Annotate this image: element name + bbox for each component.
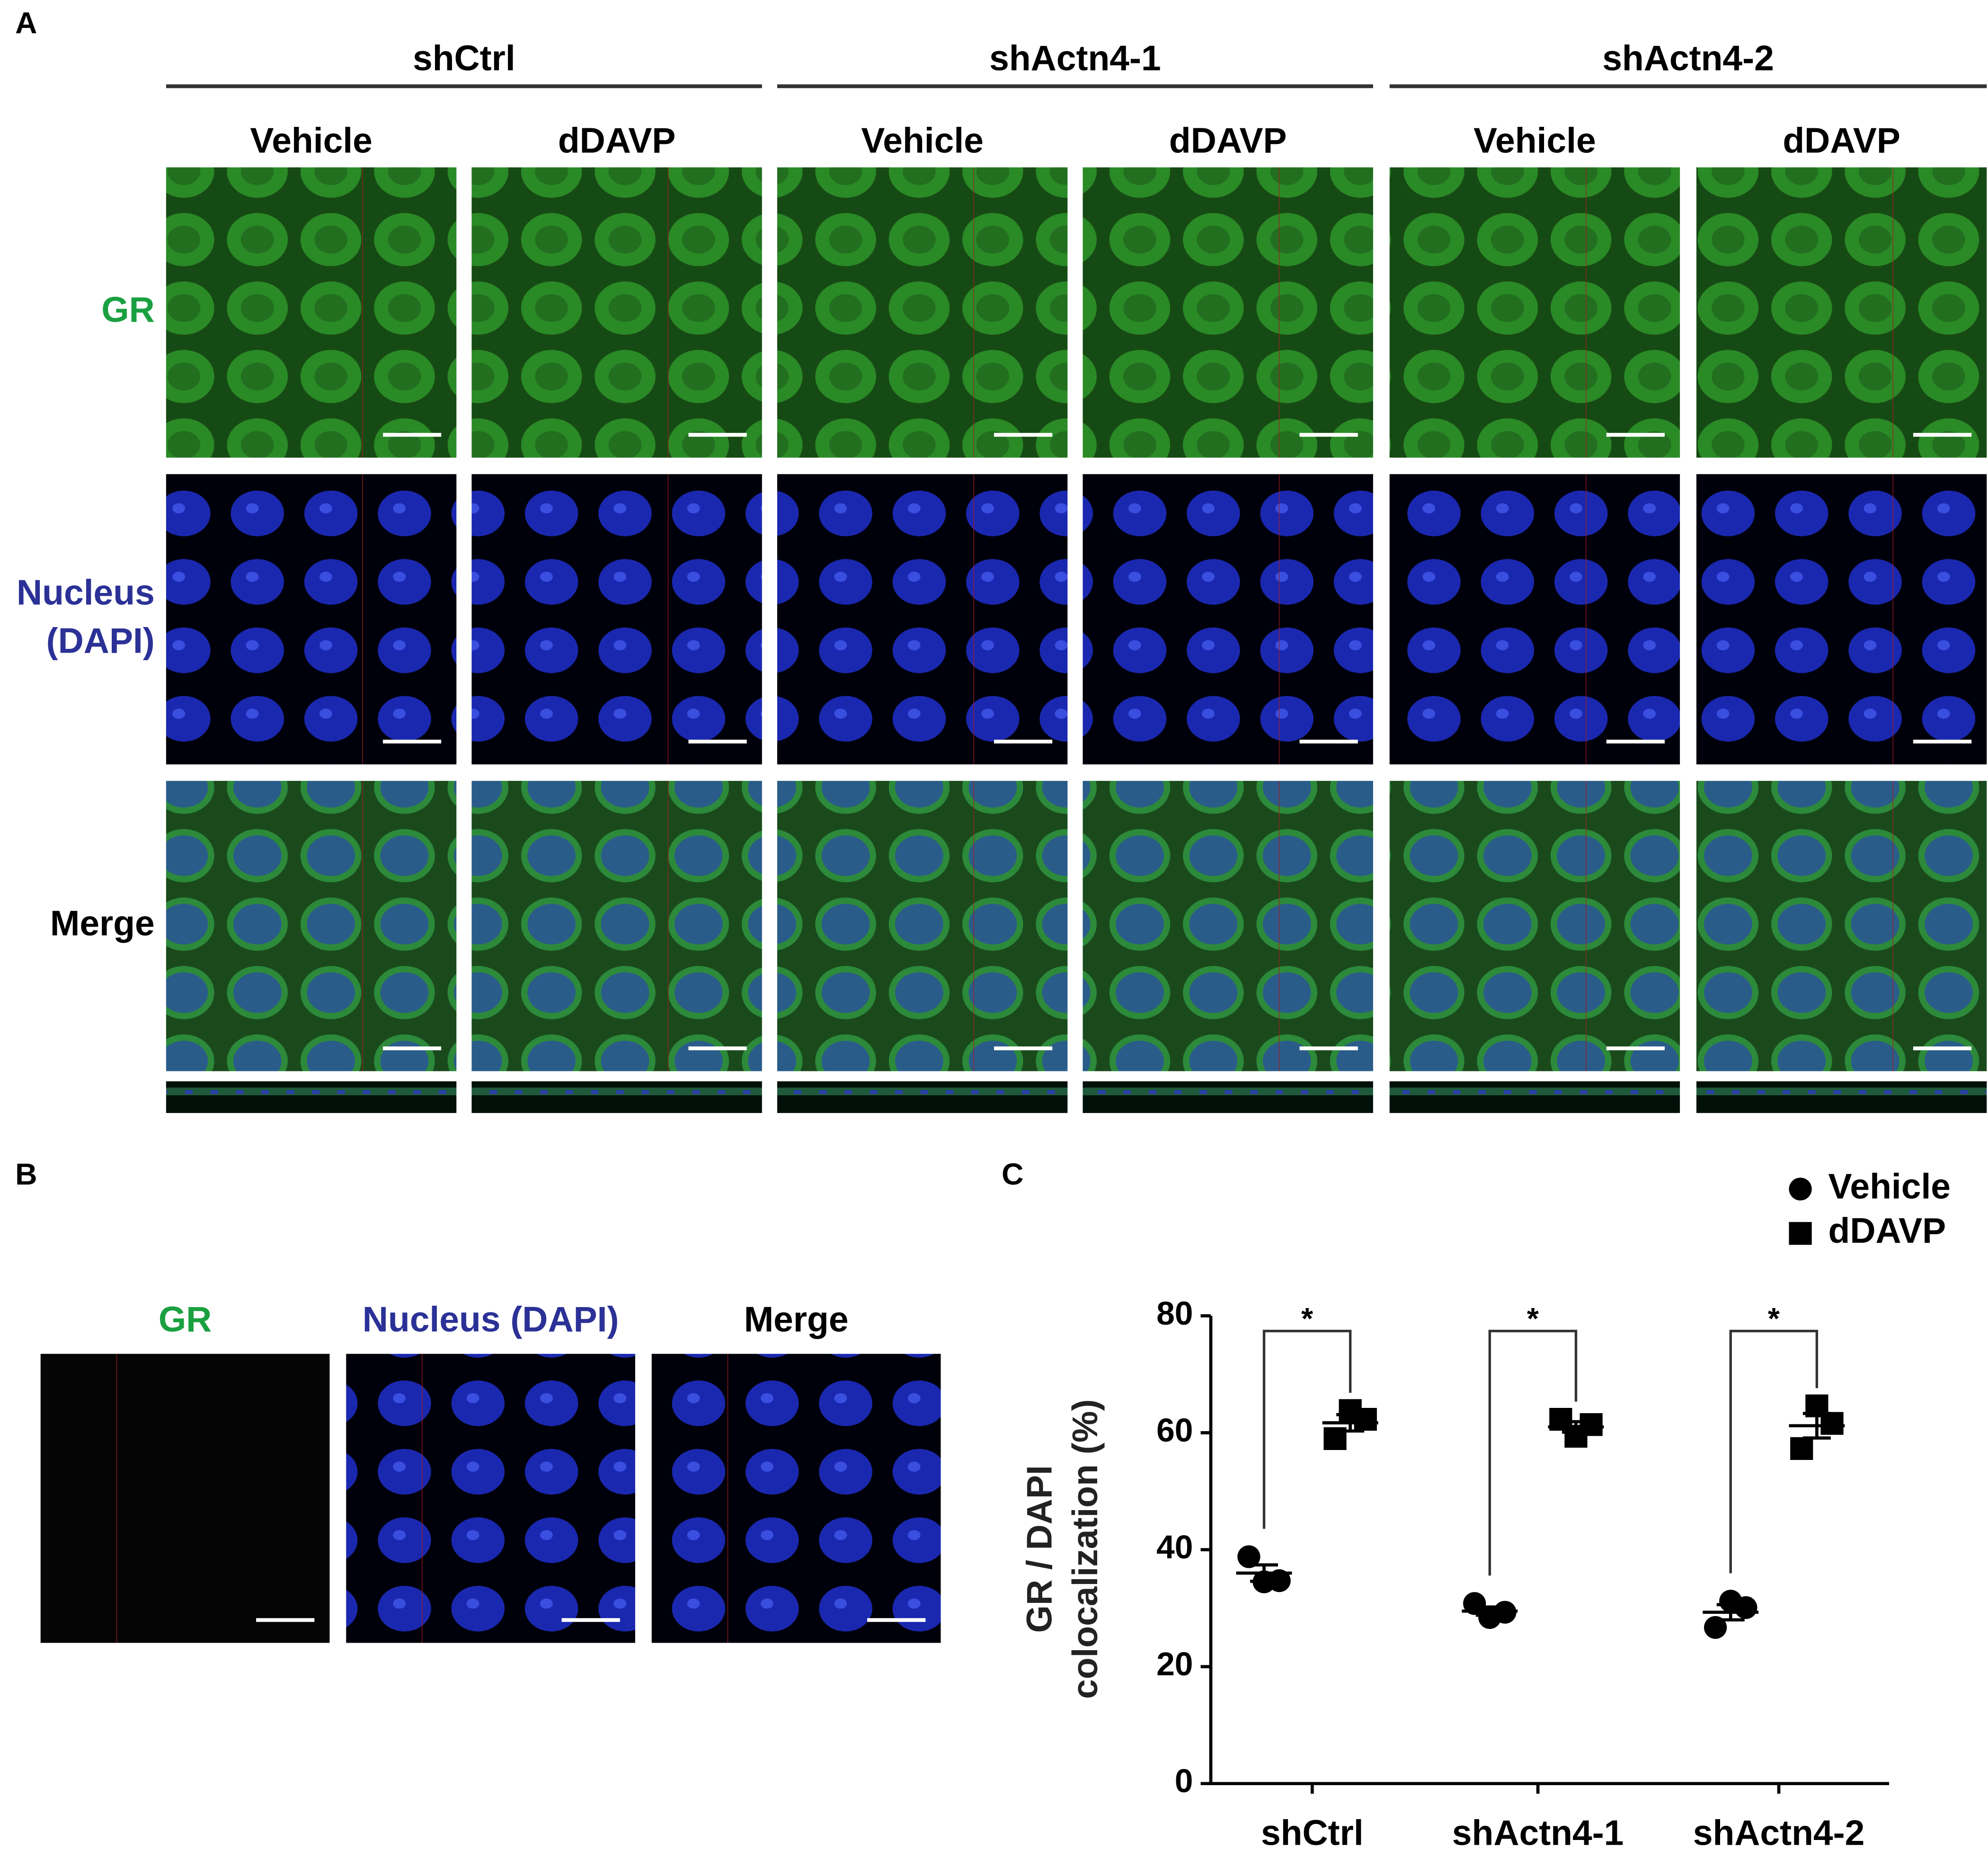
y-tick-label: 40 (1156, 1529, 1193, 1565)
legend-label: Vehicle (1828, 1166, 1951, 1206)
orthogonal-view (1083, 1081, 1373, 1113)
significance-label: * (1301, 1301, 1313, 1335)
significance-bracket (1262, 1329, 1352, 1529)
legend-marker (1789, 1222, 1812, 1245)
legend-marker (1789, 1177, 1812, 1201)
significance-bracket (1488, 1329, 1578, 1576)
micrograph (777, 474, 1068, 765)
y-tick-label: 60 (1156, 1412, 1193, 1449)
condition-label: Vehicle (861, 121, 984, 160)
group-label: shActn4-1 (989, 38, 1161, 78)
micrograph (777, 781, 1068, 1071)
column-label: Nucleus (DAPI) (363, 1300, 619, 1339)
micrograph (471, 474, 762, 765)
point (1734, 1596, 1757, 1619)
x-tick-label: shActn4-2 (1693, 1813, 1865, 1852)
micrograph (777, 167, 1068, 458)
significance-label: * (1768, 1301, 1780, 1335)
point (1268, 1569, 1291, 1592)
row-label: Nucleus (17, 572, 155, 612)
point (1237, 1545, 1260, 1568)
micrograph (471, 167, 762, 458)
micrograph (1083, 167, 1373, 458)
condition-label: dDAVP (1169, 121, 1287, 160)
condition-label: Vehicle (1473, 121, 1596, 160)
group-label: shActn4-2 (1602, 38, 1774, 78)
panel-label: B (15, 1157, 37, 1191)
micrograph (166, 474, 457, 765)
micrograph (166, 167, 457, 458)
row-label: (DAPI) (46, 620, 155, 660)
micrograph (1389, 781, 1680, 1071)
micrograph (40, 1353, 330, 1643)
micrograph (1389, 474, 1680, 765)
x-tick-label: shCtrl (1261, 1813, 1364, 1852)
y-tick-label: 20 (1156, 1645, 1193, 1682)
micrograph (1389, 167, 1680, 458)
orthogonal-view (1389, 1081, 1680, 1113)
group-label: shCtrl (413, 38, 515, 78)
micrograph (166, 781, 457, 1071)
orthogonal-view (777, 1081, 1068, 1113)
column-label: GR (159, 1300, 212, 1339)
micrograph (1696, 167, 1987, 458)
point (1820, 1412, 1844, 1435)
row-label: GR (101, 290, 154, 329)
significance-label: * (1527, 1301, 1539, 1335)
point (1463, 1592, 1486, 1615)
orthogonal-view (166, 1081, 457, 1113)
micrograph (1696, 474, 1987, 765)
significance-bracket (1729, 1329, 1819, 1574)
y-tick-label: 80 (1156, 1295, 1193, 1332)
micrograph (651, 1353, 941, 1643)
column-label: Merge (744, 1300, 849, 1339)
y-axis-label: colocalization (%) (1065, 1399, 1105, 1699)
y-axis-label: GR / DAPI (1020, 1465, 1059, 1633)
y-tick-label: 0 (1175, 1762, 1193, 1799)
micrograph (346, 1353, 635, 1643)
panel-label: A (15, 6, 37, 40)
micrograph (1083, 781, 1373, 1071)
micrograph (1696, 781, 1987, 1071)
condition-label: dDAVP (1783, 121, 1900, 160)
row-label: Merge (50, 903, 155, 943)
x-tick-label: shActn4-1 (1452, 1813, 1624, 1852)
orthogonal-view (1696, 1081, 1987, 1113)
condition-label: dDAVP (558, 121, 676, 160)
legend-label: dDAVP (1828, 1211, 1946, 1250)
orthogonal-view (471, 1081, 762, 1113)
panel-label: C (1002, 1157, 1023, 1191)
condition-label: Vehicle (250, 121, 373, 160)
micrograph (1083, 474, 1373, 765)
micrograph (471, 781, 762, 1071)
point (1354, 1408, 1377, 1431)
point (1790, 1437, 1813, 1460)
point (1704, 1616, 1727, 1639)
